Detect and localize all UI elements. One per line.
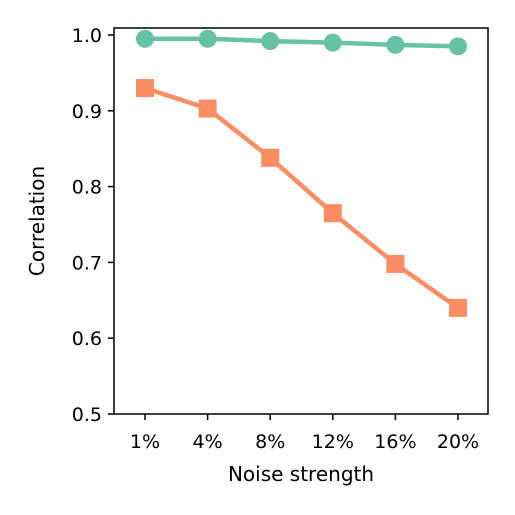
y-tick-label: 0.7 bbox=[72, 252, 102, 274]
series-line bbox=[145, 36, 459, 49]
y-tick-label: 1.0 bbox=[72, 25, 102, 47]
y-tick-label: 0.5 bbox=[72, 404, 102, 426]
y-axis: 0.5 0.6 0.7 0.8 0.9 1.0 bbox=[72, 25, 114, 426]
data-point bbox=[261, 148, 280, 167]
y-axis-label: Correlation bbox=[25, 166, 49, 276]
x-tick-label: 4% bbox=[193, 431, 223, 453]
data-point bbox=[323, 204, 342, 223]
data-point bbox=[386, 254, 405, 273]
series-line bbox=[144, 85, 460, 310]
plot-frame bbox=[113, 27, 489, 415]
x-tick-label: 20% bbox=[437, 431, 479, 453]
data-point bbox=[198, 99, 217, 118]
data-point bbox=[323, 33, 342, 52]
series-layer bbox=[136, 29, 467, 317]
x-tick-label: 8% bbox=[255, 431, 285, 453]
data-point bbox=[449, 37, 467, 56]
data-point bbox=[261, 32, 280, 51]
x-axis: 1% 4% 8% 12% 16% 20% bbox=[130, 414, 479, 453]
y-tick-label: 0.9 bbox=[72, 101, 102, 123]
series-1 bbox=[136, 79, 467, 317]
x-axis-label: Noise strength bbox=[228, 462, 374, 486]
x-tick-label: 16% bbox=[374, 431, 416, 453]
y-tick-label: 0.6 bbox=[72, 328, 102, 350]
x-tick-label: 1% bbox=[130, 431, 160, 453]
series-0 bbox=[136, 29, 467, 56]
y-tick-label: 0.8 bbox=[72, 177, 102, 199]
x-tick-label: 12% bbox=[312, 431, 354, 453]
data-point bbox=[136, 79, 154, 98]
data-point bbox=[198, 29, 217, 48]
data-point bbox=[386, 35, 405, 54]
data-point bbox=[136, 29, 154, 48]
data-point bbox=[449, 298, 467, 317]
